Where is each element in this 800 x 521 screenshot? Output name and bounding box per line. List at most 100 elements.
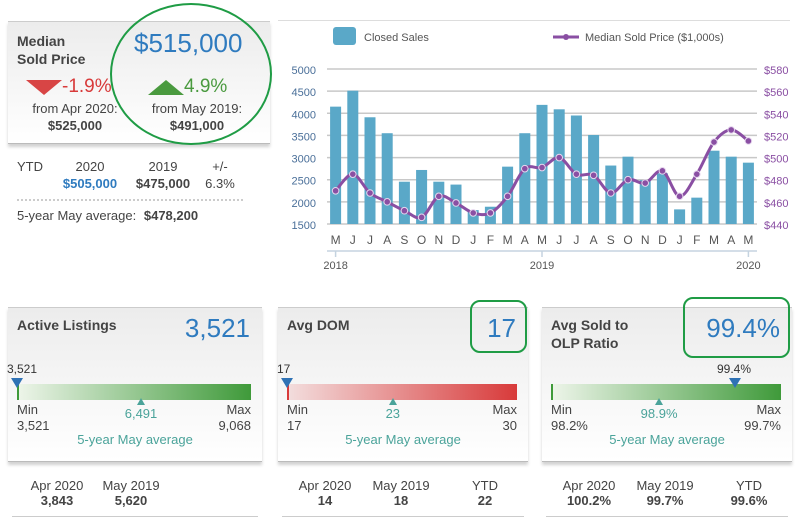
max-label: Max (226, 402, 251, 417)
highlight-box (683, 297, 790, 358)
bar-closed-sales (381, 133, 393, 224)
max-label: Max (492, 402, 517, 417)
chart-top-border (278, 20, 790, 21)
year-label: 2020 (736, 260, 760, 272)
average-label: 5-year May average (345, 432, 461, 447)
month-label: O (623, 233, 632, 247)
ytd-col2-header: 2019 (148, 159, 178, 174)
min-label: Min (17, 402, 38, 417)
median-price-point (572, 170, 581, 178)
max-value: 30 (502, 418, 517, 433)
range-bar (17, 384, 251, 400)
median-price-point (366, 189, 374, 197)
bar-closed-sales (656, 173, 668, 224)
median-price-point (589, 171, 598, 180)
month-label: J (470, 233, 476, 247)
min-tick (17, 384, 19, 400)
median-price-point (710, 138, 718, 146)
min-tick (287, 384, 289, 400)
month-label: J (556, 233, 562, 247)
change-month-pct: -1.9% (62, 76, 112, 97)
median-price-point (503, 192, 512, 201)
right-tick-label: $580 (764, 65, 788, 77)
bar-closed-sales (742, 162, 754, 224)
title-line: Median (17, 33, 66, 49)
median-price-point (538, 163, 546, 172)
bar-closed-sales (691, 197, 703, 224)
left-tick-label: 5000 (292, 65, 316, 77)
footer-label: May 2019 (636, 478, 694, 493)
bar-closed-sales (416, 169, 428, 224)
bar-closed-sales (398, 181, 410, 224)
card-title: Avg DOM (287, 316, 349, 334)
highlight-circle (110, 3, 272, 145)
footer-label: May 2019 (102, 478, 160, 493)
ytd-col1-value: $505,000 (62, 176, 118, 191)
median-price-point (435, 192, 443, 201)
median-price-point (693, 170, 701, 178)
median-price-point (555, 153, 564, 162)
month-label: A (383, 233, 391, 247)
card-value: 17 (487, 313, 516, 343)
footer-label: YTD (472, 478, 498, 493)
min-label: Min (551, 402, 572, 417)
current-marker-icon (281, 378, 293, 388)
five-year-label: 5-year May average: (17, 208, 137, 223)
bar-closed-sales (553, 109, 565, 224)
footer-value: 18 (393, 493, 409, 508)
median-price-point (675, 192, 684, 201)
card-title: Avg Sold to OLP Ratio (551, 316, 628, 352)
left-tick-label: 4000 (292, 109, 316, 121)
median-price-point (521, 164, 529, 173)
footer-label: YTD (736, 478, 762, 493)
average-marker-icon (137, 398, 146, 405)
month-label: O (417, 233, 426, 247)
card-title: Active Listings (17, 316, 117, 334)
title-line: Active Listings (17, 317, 117, 333)
left-tick-label: 3000 (292, 154, 316, 166)
median-price-point (469, 209, 477, 217)
five-year-average: 5-year May average: $478,200 (17, 208, 198, 223)
change-month-value: $525,000 (47, 118, 103, 133)
ytd-col3-value: 6.3% (205, 176, 235, 191)
right-tick-label: $560 (764, 87, 788, 99)
month-label: A (727, 233, 735, 247)
average-label: 5-year May average (77, 432, 193, 447)
bar-closed-sales (570, 115, 582, 224)
footer-stat: Apr 2020 100.2% (554, 478, 624, 508)
max-label: Max (756, 402, 781, 417)
month-label: A (590, 233, 598, 247)
month-label: N (641, 233, 650, 247)
month-label: D (658, 233, 667, 247)
median-price-point (452, 199, 460, 207)
median-price-point (624, 175, 632, 184)
right-tick-label: $460 (764, 198, 788, 210)
right-tick-label: $520 (764, 131, 788, 143)
footer-stat: YTD 22 (450, 478, 520, 508)
median-price-point (486, 209, 495, 217)
month-label: M (503, 233, 513, 247)
footer-stat: YTD 99.6% (714, 478, 784, 508)
footer-value: 14 (317, 493, 333, 508)
median-sold-price-title: Median Sold Price (17, 32, 85, 68)
footer-value: 99.7% (646, 493, 684, 508)
min-value: 3,521 (17, 418, 50, 433)
footer-value: 100.2% (566, 493, 612, 508)
bar-closed-sales (674, 209, 686, 224)
average-value: 23 (385, 406, 401, 421)
legend-line-swatch (553, 34, 579, 40)
average-marker-icon (388, 398, 397, 405)
bar-closed-sales (588, 134, 600, 224)
footer-stat: Apr 2020 3,843 (22, 478, 92, 508)
bar-closed-sales (467, 210, 479, 224)
median-price-point (400, 206, 409, 215)
month-label: S (400, 233, 408, 247)
average-marker-icon (655, 398, 664, 405)
average-value: 98.9% (640, 406, 678, 421)
average-value: 6,491 (124, 406, 158, 421)
right-tick-label: $540 (764, 109, 788, 121)
title-line: OLP Ratio (551, 335, 619, 351)
five-year-value: $478,200 (143, 208, 199, 223)
footer-label: Apr 2020 (298, 478, 352, 493)
title-line: Sold Price (17, 51, 86, 67)
